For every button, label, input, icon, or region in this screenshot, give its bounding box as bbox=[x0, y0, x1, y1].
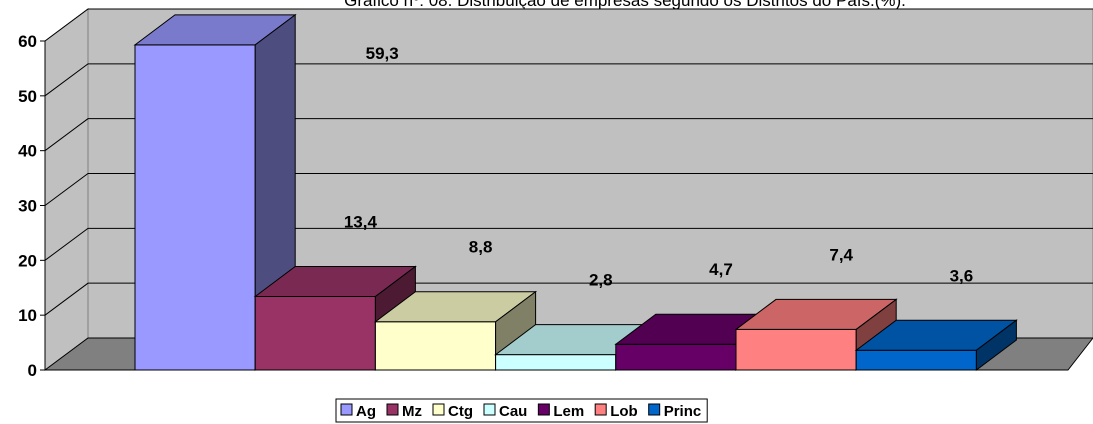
legend-label: Princ bbox=[664, 403, 702, 420]
y-tick-label: 30 bbox=[18, 197, 37, 216]
bar-side bbox=[975, 319, 1017, 371]
y-tick-label: 20 bbox=[18, 251, 37, 270]
legend-swatch bbox=[386, 403, 399, 416]
bar bbox=[854, 319, 1018, 371]
legend-swatch bbox=[594, 403, 607, 416]
grid-line bbox=[44, 173, 1093, 206]
bar-front bbox=[615, 343, 737, 371]
grid-line bbox=[44, 8, 1093, 42]
value-label: 8,8 bbox=[469, 238, 493, 257]
legend-label: Ag bbox=[356, 403, 376, 420]
value-label: 2,8 bbox=[589, 271, 613, 290]
grid-line bbox=[44, 282, 1093, 316]
value-label: 59,3 bbox=[366, 44, 399, 63]
y-tick-label: 60 bbox=[18, 32, 37, 51]
chart-title: Gráfico nº: 08. Distribuição de empresas… bbox=[344, 0, 906, 10]
legend-swatch bbox=[432, 403, 445, 416]
legend-label: Lem bbox=[553, 403, 584, 420]
grid-line bbox=[44, 227, 1093, 261]
legend-label: Ctg bbox=[448, 403, 473, 420]
legend-swatch bbox=[340, 403, 353, 416]
legend-swatch bbox=[648, 403, 661, 416]
bar-front bbox=[495, 354, 617, 371]
bar-front bbox=[735, 328, 857, 371]
legend-swatch bbox=[483, 403, 496, 416]
value-label: 3,6 bbox=[950, 266, 974, 285]
value-label: 4,7 bbox=[709, 260, 733, 279]
bar-front bbox=[374, 321, 497, 371]
bar-front bbox=[134, 44, 256, 371]
y-tick-label: 10 bbox=[18, 306, 37, 325]
grid-line bbox=[44, 118, 1093, 152]
value-label: 13,4 bbox=[344, 213, 378, 232]
bar-front bbox=[855, 349, 977, 371]
legend-label: Cau bbox=[499, 403, 527, 420]
legend-label: Lob bbox=[610, 403, 638, 420]
legend: Ag Mz Ctg Cau Lem Lob Princ bbox=[335, 398, 708, 423]
legend-box bbox=[335, 398, 708, 423]
bar-front bbox=[254, 296, 376, 371]
y-tick-label: 50 bbox=[18, 87, 37, 106]
grid-line bbox=[44, 63, 1093, 97]
value-label: 7,4 bbox=[829, 245, 853, 264]
y-tick-label: 40 bbox=[18, 142, 37, 161]
legend-label: Mz bbox=[402, 403, 422, 420]
legend-swatch bbox=[537, 403, 550, 416]
y-tick-label: 0 bbox=[28, 361, 37, 380]
